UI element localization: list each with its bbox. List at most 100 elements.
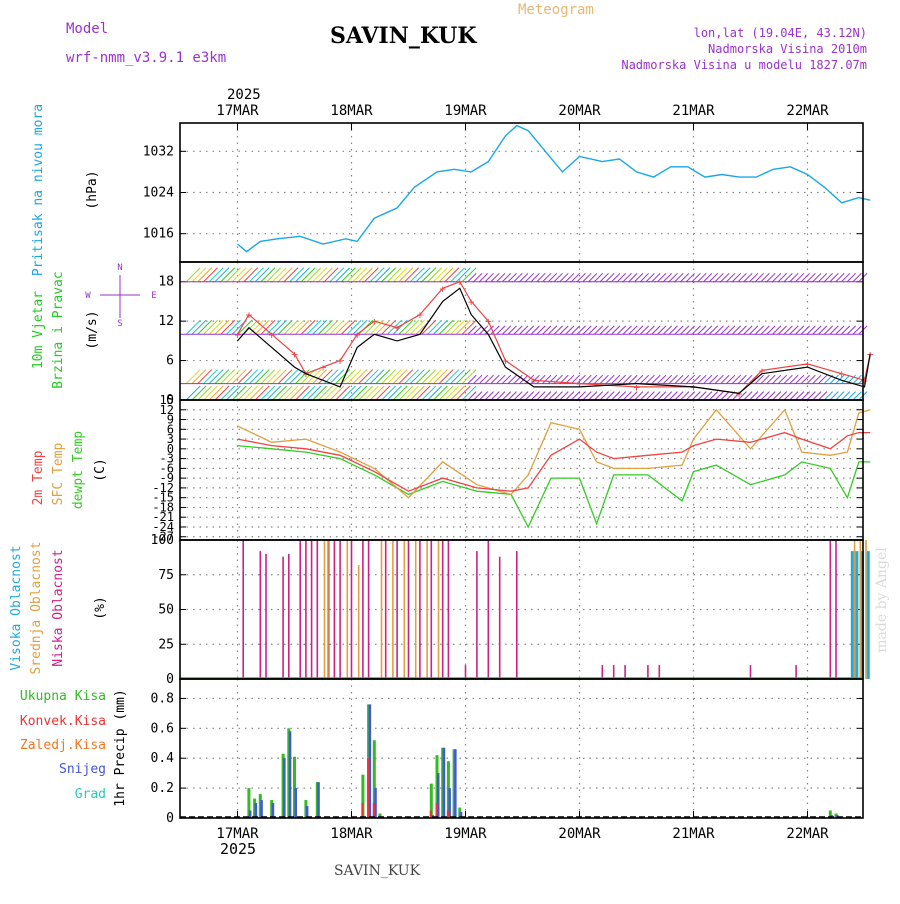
wind-barb [237, 369, 253, 384]
precip-snow-bar [437, 773, 440, 818]
wind-barb [628, 374, 638, 384]
wind-barb [421, 369, 437, 384]
wind-barb [628, 391, 638, 401]
wind-barb [444, 385, 460, 401]
wind-barb [582, 325, 592, 335]
wind-barb [381, 385, 397, 401]
wind-barb [283, 369, 299, 384]
wind-barb [473, 391, 483, 401]
wind-barb [335, 267, 351, 283]
precip-snow-bar [305, 806, 309, 818]
high-cloud-bar [855, 551, 859, 679]
wind-barb [519, 391, 529, 401]
wind-barb [341, 267, 356, 283]
gust-marker: + [759, 364, 766, 377]
wind-barb [754, 325, 765, 335]
wind-barb [191, 369, 207, 384]
wind-barb [553, 391, 563, 401]
y-tick-label: 100 [151, 533, 174, 548]
wind-barb [818, 325, 828, 335]
wind-barb [410, 319, 425, 335]
wind-barb [341, 385, 356, 401]
wind-barb [806, 391, 816, 401]
wind-barb [352, 267, 368, 283]
precip-label-graupel: Grad [75, 787, 106, 802]
wind-barb [588, 374, 598, 384]
wind-barb [766, 374, 776, 384]
pressure-title: Pritisak na nivou mora [31, 104, 46, 276]
watermark: made by Angel [874, 547, 890, 653]
y-tick-label: -21 [152, 510, 174, 524]
wind-barb [806, 374, 816, 384]
wind-barb [364, 385, 379, 401]
wind-barb [226, 267, 241, 283]
wind-barb [479, 325, 489, 335]
wind-barb [502, 272, 512, 283]
wind-barb [283, 267, 299, 283]
wind-barb [829, 325, 839, 335]
wind-barb [570, 391, 581, 401]
wind-barb [254, 319, 270, 335]
wind-barb [691, 272, 701, 283]
wind-barb [576, 391, 586, 401]
wind-barb [208, 319, 224, 335]
y-tick-label: -27 [152, 530, 174, 544]
wind-barb [358, 369, 374, 384]
wind-barb [565, 272, 575, 283]
wind-barb [479, 374, 489, 384]
wind-barb [662, 325, 673, 335]
x-tick-label-top: 20MAR [558, 103, 601, 119]
wind-barb [249, 319, 264, 335]
wind-barb [277, 267, 293, 283]
wind-barb [536, 374, 546, 384]
wind-barb [404, 319, 420, 335]
precip-snow-bar [454, 749, 457, 818]
wind-barb [697, 325, 707, 335]
wind-barb [185, 267, 201, 283]
wind-barb [777, 391, 787, 401]
wind-barb [433, 319, 448, 335]
wind-barb [415, 369, 431, 384]
wind-barb [628, 325, 638, 335]
wind-barb [295, 369, 310, 384]
wind-barb [789, 325, 799, 335]
wind-barb [749, 391, 759, 401]
wind-barb [524, 272, 535, 283]
wind-barb [703, 391, 713, 401]
wind-barb [616, 272, 627, 283]
wind-barb [369, 267, 385, 283]
wind-barb [605, 325, 615, 335]
wind-barb [622, 272, 632, 283]
y-tick-label: 3 [167, 432, 174, 446]
wind-barb [456, 369, 471, 384]
wind-barb [289, 369, 305, 384]
wind-barb [507, 391, 517, 401]
y-tick-label: 0.8 [151, 691, 174, 706]
wind-barb [536, 325, 546, 335]
wind-ylabel: (m/s) [85, 310, 100, 349]
wind-barb [191, 385, 207, 401]
wind-barb [806, 272, 816, 283]
gust-marker: + [468, 295, 475, 308]
wind-barb [438, 385, 454, 401]
wind-barb [260, 319, 276, 335]
wind-barb [450, 267, 465, 283]
precip-snow-bar [288, 731, 292, 818]
wind-barb [593, 272, 604, 283]
wind-barb [421, 319, 437, 335]
wind-barb [657, 374, 667, 384]
precip-total-bar [247, 788, 251, 818]
wind-barb [266, 267, 282, 283]
wind-barb [812, 272, 822, 283]
precip-label-snow: Snijeg [59, 762, 106, 777]
high-cloud-bar [850, 551, 854, 679]
wind-barb [616, 391, 627, 401]
wind-barb [323, 385, 339, 401]
wind-barb [358, 267, 374, 283]
temp-label-sfc: SFC Temp [51, 443, 66, 506]
wind-barb [777, 325, 787, 335]
wind-barb [743, 272, 753, 283]
wind-barb [467, 374, 477, 384]
y-tick-label: 25 [158, 637, 174, 652]
compass-south: S [117, 319, 122, 329]
